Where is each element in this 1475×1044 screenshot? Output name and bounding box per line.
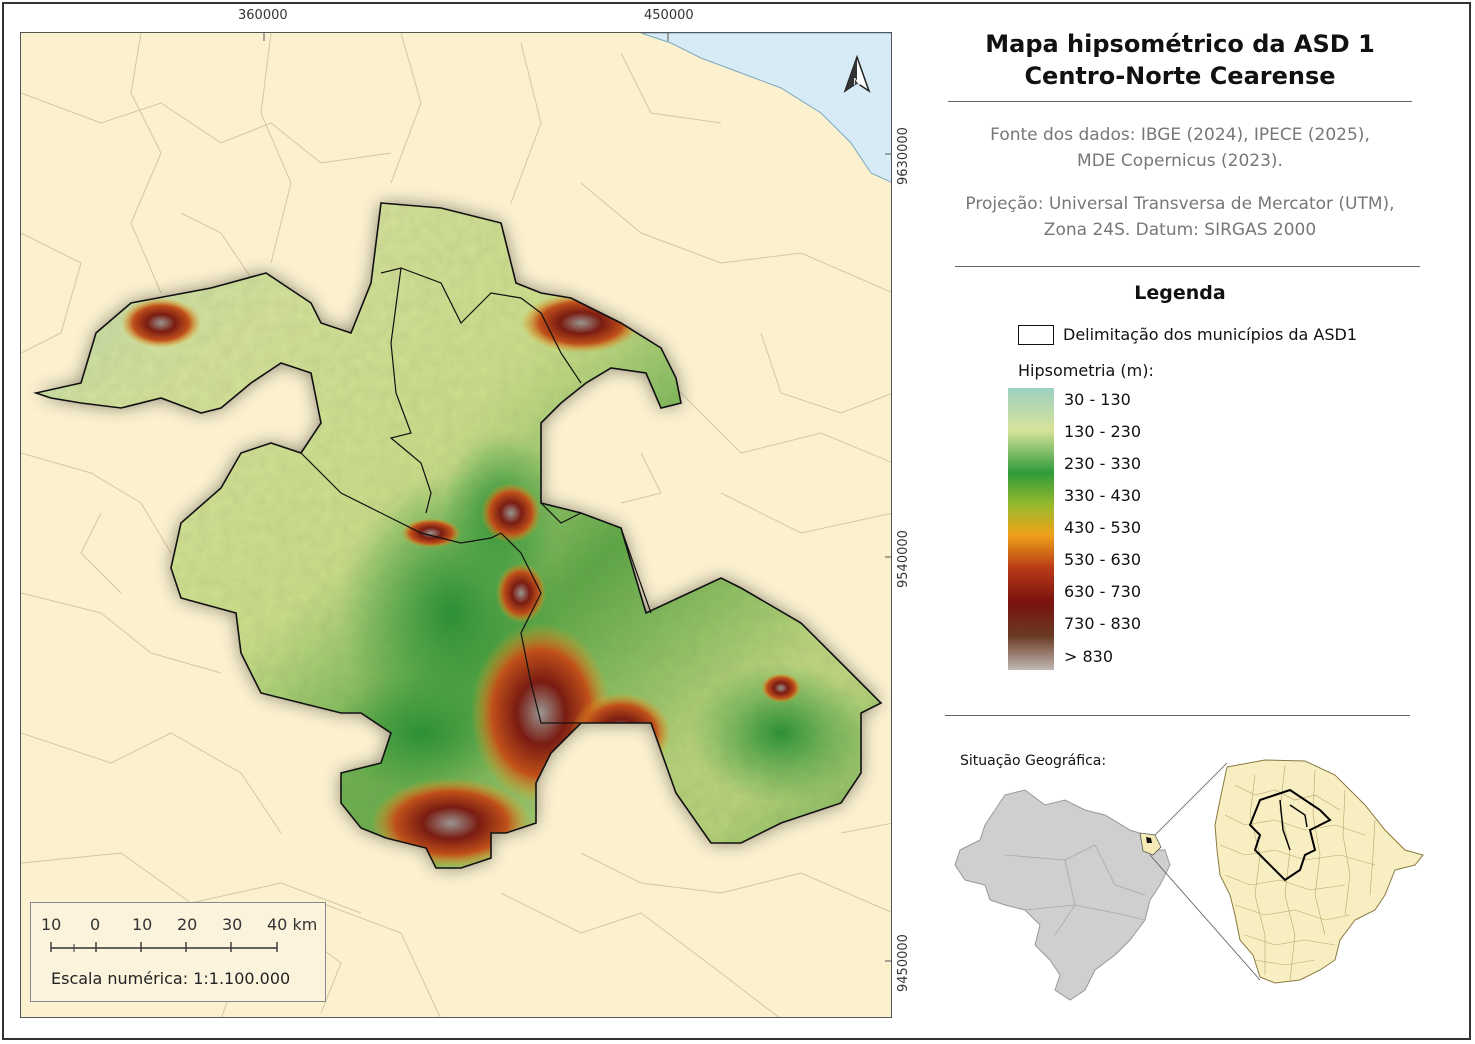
boundary-swatch <box>1018 325 1054 345</box>
map-canvas <box>21 33 891 1017</box>
title-line-1: Mapa hipsométrico da ASD 1 <box>985 30 1375 58</box>
title-line-2: Centro-Norte Cearense <box>1024 62 1336 90</box>
north-arrow-icon: N <box>841 54 873 99</box>
scale-label: 10 <box>41 915 62 934</box>
scale-numeric: Escala numérica: 1:1.100.000 <box>51 969 291 988</box>
map-title: Mapa hipsométrico da ASD 1 Centro-Norte … <box>930 28 1430 92</box>
class-label: 30 - 130 <box>1064 390 1131 409</box>
projection-line-2: Zona 24S. Datum: SIRGAS 2000 <box>1043 220 1317 240</box>
situation-label: Situação Geográfica: <box>960 753 1107 769</box>
data-source: Fonte dos dados: IBGE (2024), IPECE (202… <box>930 122 1430 174</box>
asd-internal-small <box>1279 799 1308 851</box>
ocean <box>640 33 891 183</box>
brazil-shape <box>954 789 1171 1001</box>
scale-label: 20 <box>177 915 198 934</box>
scale-bar: 10 0 10 20 30 40 km Escala numérica: 1:1… <box>30 902 326 1002</box>
boundary-label: Delimitação dos municípios da ASD1 <box>1063 325 1358 344</box>
scale-label: 10 <box>132 915 153 934</box>
class-label: > 830 <box>1064 647 1114 666</box>
class-label: 730 - 830 <box>1064 614 1142 633</box>
asd-outline-small <box>1248 788 1332 882</box>
asd-municipality-lines <box>300 267 652 724</box>
municipal-boundaries <box>21 33 891 1017</box>
connector-line <box>1154 762 1228 836</box>
y-tick-9630000: 9630000 <box>896 127 911 185</box>
y-tick-9540000: 9540000 <box>896 530 911 588</box>
x-tick-450000: 450000 <box>644 8 694 23</box>
class-label: 630 - 730 <box>1064 582 1142 601</box>
asd-small <box>1146 837 1152 843</box>
map-grid-ticks <box>263 33 891 962</box>
projection-info: Projeção: Universal Transversa de Mercat… <box>930 191 1430 243</box>
class-label: 330 - 430 <box>1064 486 1142 505</box>
class-label: 130 - 230 <box>1064 422 1142 441</box>
main-map[interactable]: 10 0 10 20 30 40 km Escala numérica: 1:1… <box>20 32 892 1018</box>
scale-label: 30 <box>222 915 243 934</box>
scale-label: 40 km <box>267 915 318 934</box>
ceara-map <box>1214 759 1424 984</box>
y-tick-9450000: 9450000 <box>896 934 911 992</box>
source-line-1: Fonte dos dados: IBGE (2024), IPECE (202… <box>990 125 1370 145</box>
projection-line-1: Projeção: Universal Transversa de Mercat… <box>965 194 1395 214</box>
svg-text:N: N <box>853 77 860 88</box>
scale-line <box>50 942 278 952</box>
legend-title: Legenda <box>1134 282 1226 304</box>
divider <box>955 266 1420 267</box>
class-label: 230 - 330 <box>1064 454 1142 473</box>
hypsometry-title: Hipsometria (m): <box>1018 361 1154 380</box>
scale-label: 0 <box>90 915 101 934</box>
x-tick-360000: 360000 <box>238 8 288 23</box>
brazil-states <box>1004 844 1146 936</box>
relief-detail <box>36 203 881 868</box>
divider <box>945 715 1410 716</box>
class-label: 430 - 530 <box>1064 518 1142 537</box>
class-label: 530 - 630 <box>1064 550 1142 569</box>
hypsometry-color-ramp <box>1008 388 1054 670</box>
situation-map <box>954 759 1424 1001</box>
ceara-small <box>1139 832 1162 856</box>
source-line-2: MDE Copernicus (2023). <box>1077 151 1283 171</box>
connector-line <box>1149 854 1261 981</box>
divider <box>948 101 1412 102</box>
